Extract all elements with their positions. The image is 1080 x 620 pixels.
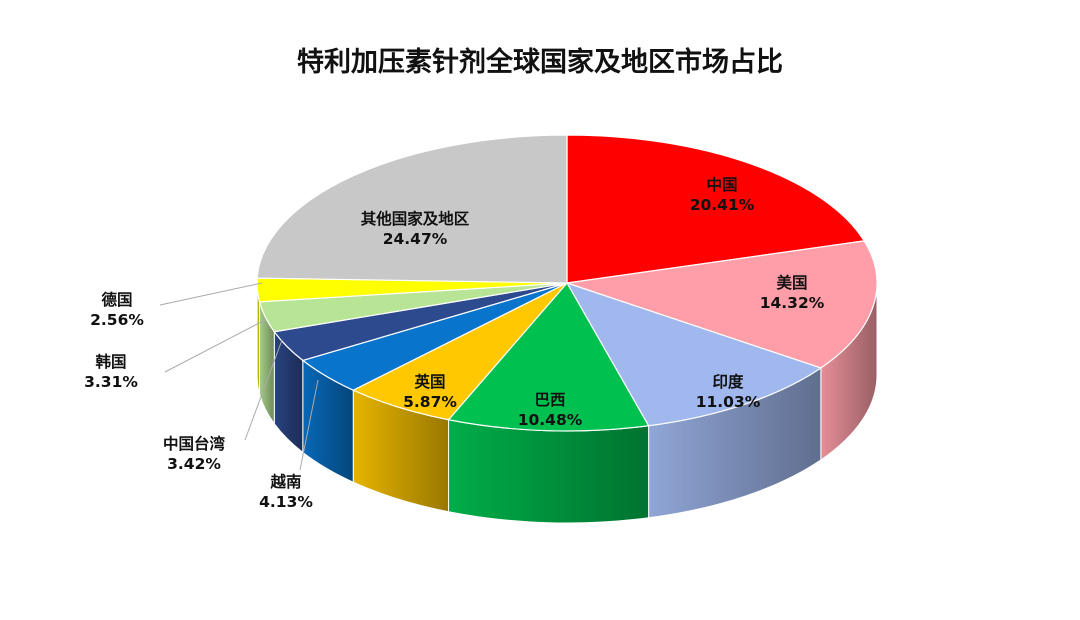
- slice-label-4: 英国: [413, 372, 445, 391]
- slice-value-8: 2.56%: [90, 311, 144, 329]
- slice-label-8: 德国: [101, 290, 132, 309]
- leader-line-8: [159, 282, 263, 306]
- pie-side-3: [448, 419, 650, 524]
- slice-value-4: 5.87%: [403, 393, 457, 411]
- slice-label-5: 越南: [269, 472, 301, 491]
- slice-label-1: 美国: [776, 273, 807, 292]
- slice-value-5: 4.13%: [259, 493, 313, 511]
- slice-value-1: 14.32%: [760, 294, 825, 312]
- slice-label-6: 中国台湾: [163, 434, 226, 453]
- leader-line-6: [244, 339, 283, 441]
- slice-label-7: 韩国: [95, 352, 126, 371]
- pie-slice-9: [256, 134, 568, 284]
- slice-label-0: 中国: [706, 175, 737, 194]
- slice-value-9: 24.47%: [383, 230, 448, 248]
- leader-line-5: [299, 379, 319, 471]
- pie-slice-1: [566, 240, 878, 369]
- slice-value-6: 3.42%: [167, 455, 221, 473]
- leader-line-7: [164, 319, 266, 373]
- slice-value-3: 10.48%: [518, 411, 583, 429]
- slice-value-0: 20.41%: [690, 196, 755, 214]
- slice-value-7: 3.31%: [84, 373, 138, 391]
- pie-slice-2: [565, 281, 823, 427]
- slice-label-9: 其他国家及地区: [361, 209, 470, 228]
- slice-value-2: 11.03%: [696, 393, 761, 411]
- pie-slice-3: [447, 281, 650, 432]
- slice-label-3: 巴西: [534, 391, 565, 409]
- chart-title: 特利加压素针剂全球国家及地区市场占比: [297, 47, 783, 78]
- slice-label-2: 印度: [712, 372, 744, 391]
- pie-slice-0: [566, 134, 866, 284]
